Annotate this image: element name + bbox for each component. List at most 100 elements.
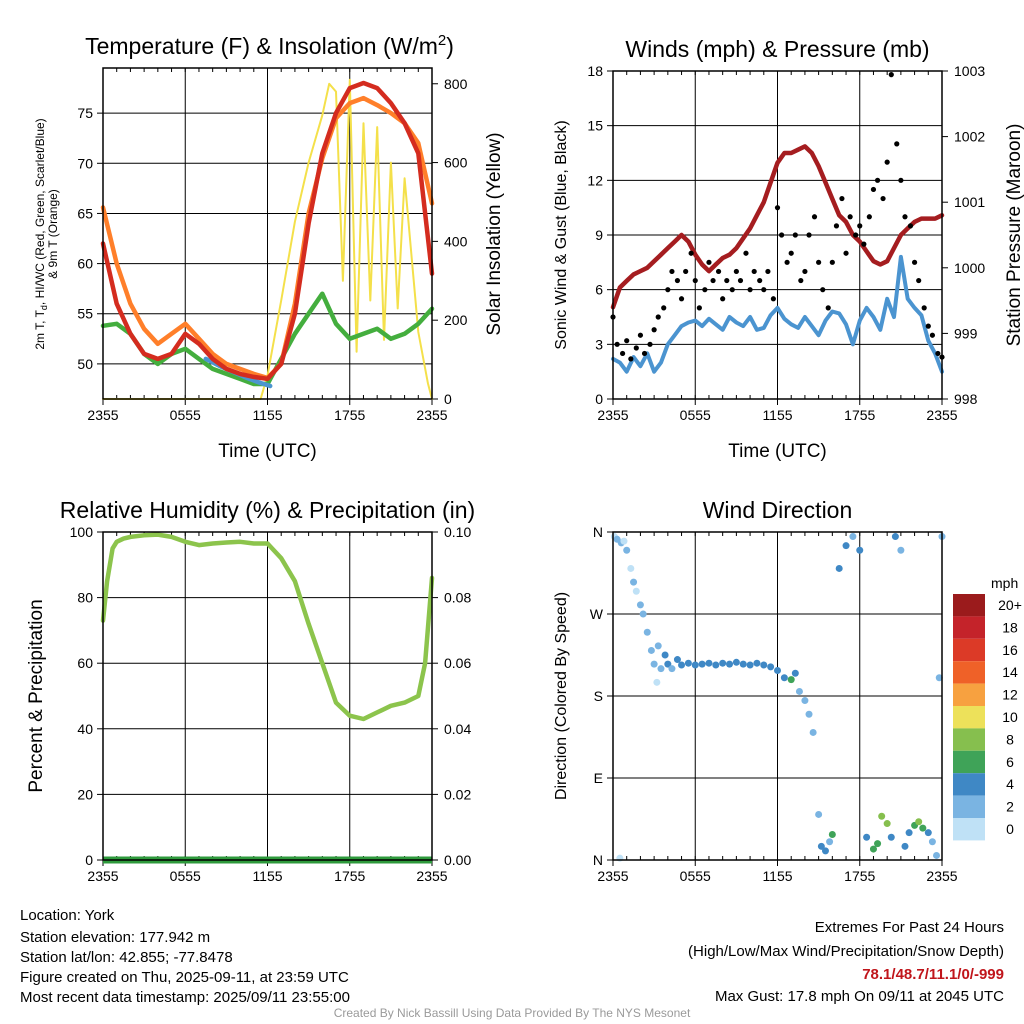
gust-point <box>637 332 644 338</box>
gust-point <box>825 305 831 311</box>
x-axis-label: Time (UTC) <box>728 441 827 462</box>
y-right-tick-label: 1000 <box>954 260 985 276</box>
colorbar-swatch <box>953 795 985 818</box>
chart-title: Temperature (F) & Insolation (W/m2) <box>85 32 454 59</box>
y-tick-label: 50 <box>77 356 93 372</box>
direction-point <box>698 660 706 668</box>
direction-point <box>928 838 936 846</box>
direction-point <box>887 833 895 841</box>
y-right-tick-label: 0.00 <box>444 852 471 868</box>
direction-point <box>901 842 909 850</box>
y-tick-label: 6 <box>595 282 603 298</box>
gust-point <box>870 186 877 193</box>
y-axis-label: Direction (Colored By Speed) <box>553 592 570 800</box>
direction-point <box>753 659 761 667</box>
y-tick-label: 9 <box>595 227 603 243</box>
colorbar-swatch <box>953 728 985 751</box>
colorbar-swatch <box>953 616 985 639</box>
direction-point <box>826 838 834 846</box>
y-tick-label: 15 <box>587 118 603 134</box>
gust-point <box>655 314 661 320</box>
y-right-tick-label: 1003 <box>954 63 985 79</box>
y-tick-label: 55 <box>77 306 93 322</box>
y-tick-label: S <box>594 688 603 704</box>
direction-point <box>739 660 747 668</box>
colorbar-label: 14 <box>1002 664 1018 680</box>
gust-point <box>788 250 794 256</box>
elevation-text: Station elevation: 177.942 m <box>20 929 211 946</box>
gust-point <box>661 305 667 311</box>
y-tick-label: 20 <box>77 786 93 802</box>
gust-point <box>839 195 845 202</box>
colorbar-swatch <box>953 750 985 774</box>
direction-point <box>705 659 713 667</box>
colorbar-swatch <box>953 638 985 662</box>
gust-point <box>829 259 835 265</box>
gust-point <box>619 350 626 357</box>
humidity-line <box>100 532 435 722</box>
direction-point <box>883 820 891 828</box>
direction-point <box>647 646 655 654</box>
direction-point <box>712 661 720 669</box>
direction-point <box>849 533 857 541</box>
y-axis-label-2: & 9m T (Orange) <box>46 189 60 279</box>
y-tick-label: N <box>593 852 603 868</box>
y-tick-label: 60 <box>77 655 93 671</box>
colorbar-label: 8 <box>1006 731 1014 747</box>
gust-point <box>857 223 863 229</box>
gust-point <box>747 287 753 293</box>
direction-point <box>620 537 628 545</box>
gust-point <box>737 277 744 284</box>
gust-point <box>669 268 675 275</box>
gust-point <box>921 305 927 311</box>
y-right-axis-label: Solar Insolation (Yellow) <box>484 132 505 335</box>
x-tick-label: 1155 <box>762 868 792 884</box>
gust-point <box>816 259 822 265</box>
direction-point <box>874 840 882 848</box>
y-tick-label: 60 <box>77 256 93 272</box>
gust-point <box>614 341 620 347</box>
x-tick-label: 1155 <box>252 868 282 884</box>
direction-point <box>919 824 927 832</box>
x-tick-label: 2355 <box>597 407 628 423</box>
direction-point <box>821 847 829 855</box>
gust-point <box>692 277 698 284</box>
colorbar-label: 0 <box>1006 821 1014 837</box>
direction-point <box>805 710 813 718</box>
direction-point <box>891 533 899 541</box>
colorbar-label: 2 <box>1006 799 1014 815</box>
recent-data-text: Most recent data timestamp: 2025/09/11 2… <box>20 989 350 1006</box>
direction-point <box>673 656 681 664</box>
direction-point <box>678 661 686 669</box>
gust-point <box>628 356 634 362</box>
direction-point <box>809 728 817 736</box>
pressure-line <box>610 144 945 310</box>
gust-point <box>688 250 694 256</box>
x-tick-label: 1155 <box>252 407 282 423</box>
x-tick-label: 0555 <box>680 868 711 884</box>
gust-point <box>874 177 881 183</box>
gust-point <box>720 296 726 302</box>
gust-point <box>784 259 790 265</box>
direction-point <box>795 687 803 695</box>
colorbar-label: 16 <box>1002 642 1018 658</box>
gust-point <box>902 214 908 220</box>
x-tick-label: 2355 <box>87 868 118 884</box>
gust-point <box>802 268 808 275</box>
footer-credit: Created By Nick Bassill Using Data Provi… <box>333 1006 691 1020</box>
gust-point <box>853 232 859 238</box>
x-tick-label: 2355 <box>416 407 447 423</box>
colorbar-swatch <box>953 683 985 706</box>
direction-point <box>636 601 644 609</box>
gust-point <box>894 141 900 147</box>
y-right-tick-label: 400 <box>444 233 468 249</box>
direction-point <box>856 546 864 554</box>
gust-point <box>624 338 630 344</box>
direction-point <box>627 564 635 572</box>
direction-point <box>623 546 631 554</box>
gust-point <box>935 350 941 357</box>
gust-point <box>743 250 749 256</box>
direction-point <box>661 651 669 659</box>
y-right-tick-label: 0 <box>444 391 452 407</box>
